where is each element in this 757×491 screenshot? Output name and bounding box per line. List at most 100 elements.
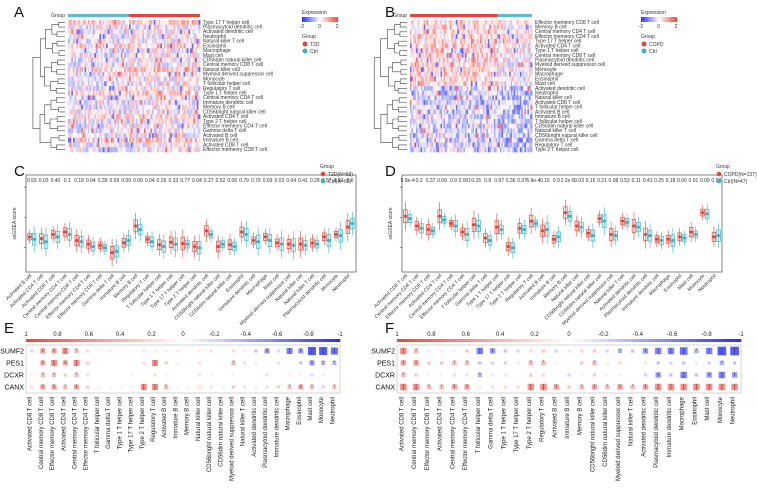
heatmap-cell — [81, 137, 84, 143]
heatmap-cell — [446, 34, 449, 40]
heatmap-cell — [422, 95, 425, 101]
heatmap-cell — [191, 86, 194, 92]
box-mean-point — [216, 244, 220, 249]
heatmap-cell — [157, 81, 160, 87]
heatmap-cell — [110, 119, 113, 125]
heatmap-cell — [125, 48, 128, 54]
heatmap-cell — [190, 67, 193, 73]
heatmap-cell — [512, 86, 515, 92]
heatmap-cell — [419, 147, 422, 153]
heatmap-cell — [515, 142, 518, 148]
heatmap-cell — [157, 48, 160, 54]
heatmap-cell — [467, 114, 470, 120]
heatmap-cell — [442, 147, 444, 153]
heatmap-cell — [170, 128, 173, 134]
heatmap-cell — [464, 20, 467, 26]
heatmap-cell — [499, 67, 502, 73]
heatmap-cell — [486, 38, 489, 44]
heatmap-cell — [158, 133, 161, 139]
heatmap-cell — [431, 128, 434, 134]
heatmap-cell — [434, 95, 437, 101]
heatmap-cell — [110, 29, 113, 35]
heatmap-cell — [167, 20, 170, 26]
box-mean-point — [280, 242, 284, 246]
heatmap-cell — [176, 76, 179, 82]
heatmap-cell — [155, 76, 158, 82]
heatmap-cell — [127, 34, 130, 40]
heatmap-cell — [195, 34, 198, 40]
heatmap-cell — [425, 86, 428, 92]
heatmap-cell — [86, 100, 89, 106]
heatmap-cell — [472, 57, 475, 63]
legend-color-step — [643, 17, 645, 22]
heatmap-cell — [109, 24, 112, 30]
heatmap-cell — [448, 38, 451, 44]
heatmap-cell — [132, 53, 135, 59]
heatmap-cell — [495, 62, 498, 68]
heatmap-cell — [138, 24, 141, 30]
heatmap-cell — [175, 71, 178, 77]
heatmap-cell — [460, 48, 463, 54]
heatmap-cell — [431, 114, 434, 120]
heatmap-cell — [129, 109, 132, 115]
heatmap-cell — [117, 133, 120, 139]
heatmap-cell — [170, 81, 173, 87]
heatmap-cell — [140, 137, 143, 143]
heatmap-cell — [467, 62, 470, 68]
heatmap-cell — [471, 114, 473, 120]
heatmap-cell — [527, 48, 530, 54]
heatmap-cell — [99, 100, 102, 106]
heatmap-cell — [487, 95, 490, 101]
heatmap-cell — [119, 24, 122, 30]
heatmap-cell — [180, 119, 183, 125]
heatmap-cell — [464, 119, 467, 125]
plot-frame — [401, 174, 723, 273]
heatmap-cell — [512, 137, 515, 143]
heatmap-cell — [158, 104, 161, 110]
heatmap-cell — [122, 20, 125, 26]
heatmap-cell — [478, 24, 481, 30]
heatmap-cell — [422, 86, 425, 92]
heatmap-cell — [81, 86, 84, 92]
heatmap-cell — [135, 109, 138, 115]
heatmap-cell — [102, 53, 105, 59]
heatmap-cell — [155, 67, 158, 73]
heatmap-cell — [522, 67, 525, 73]
heatmap-cell — [158, 114, 161, 120]
heatmap-cell — [486, 123, 489, 129]
heatmap-cell — [147, 104, 150, 110]
heatmap-cell — [527, 109, 530, 115]
heatmap-cell — [171, 123, 174, 129]
heatmap-cell — [423, 53, 426, 59]
heatmap-cell — [435, 53, 438, 59]
heatmap-cell — [101, 76, 104, 82]
heatmap-cell — [163, 100, 166, 106]
heatmap-cell — [122, 123, 125, 129]
heatmap-cell — [425, 57, 428, 63]
heatmap-cell — [168, 34, 171, 40]
heatmap-cell — [422, 29, 425, 35]
heatmap-cell — [417, 76, 420, 82]
heatmap-cell — [188, 123, 191, 129]
heatmap-cell — [191, 133, 194, 139]
heatmap-cell — [138, 114, 141, 120]
heatmap-cell — [522, 100, 525, 106]
heatmap-cell — [498, 81, 501, 87]
heatmap-cell — [84, 100, 87, 106]
heatmap-cell — [190, 76, 193, 82]
heatmap-cell — [452, 137, 455, 143]
heatmap-cell — [72, 24, 75, 30]
heatmap-cell — [458, 76, 461, 82]
heatmap-cell — [114, 109, 117, 115]
heatmap-cell — [457, 76, 460, 82]
heatmap-cell — [186, 86, 189, 92]
heatmap-cell — [145, 20, 148, 26]
heatmap-cell — [137, 20, 140, 26]
heatmap-cell — [140, 109, 143, 115]
heatmap-cell — [91, 109, 94, 115]
heatmap-cell — [506, 114, 508, 120]
heatmap-cell — [417, 142, 420, 148]
heatmap-cell — [145, 114, 148, 120]
heatmap-cell — [515, 71, 518, 77]
heatmap-cell — [109, 109, 112, 115]
